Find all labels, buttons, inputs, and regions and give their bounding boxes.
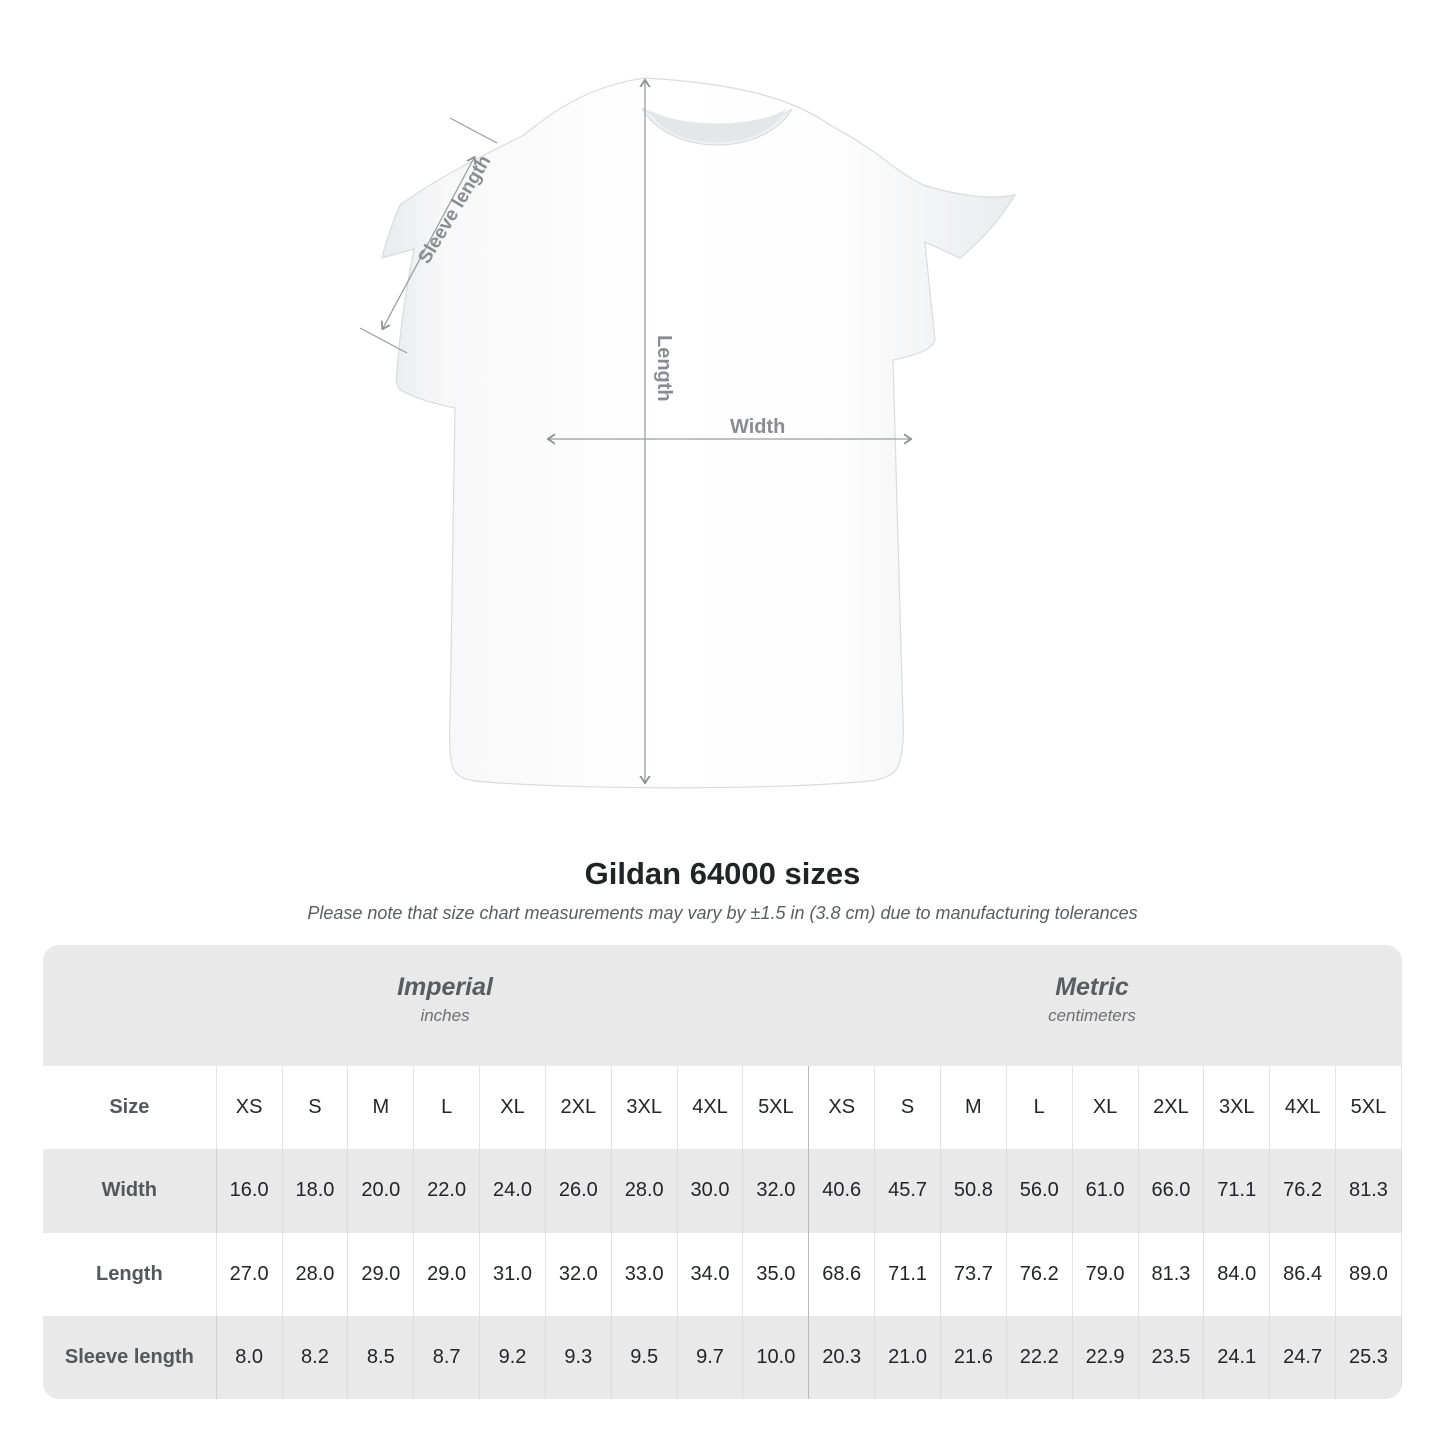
svg-text:Length: Length bbox=[653, 335, 675, 402]
svg-text:Sleeve length: Sleeve length bbox=[414, 152, 495, 268]
svg-text:Width: Width bbox=[730, 416, 785, 438]
